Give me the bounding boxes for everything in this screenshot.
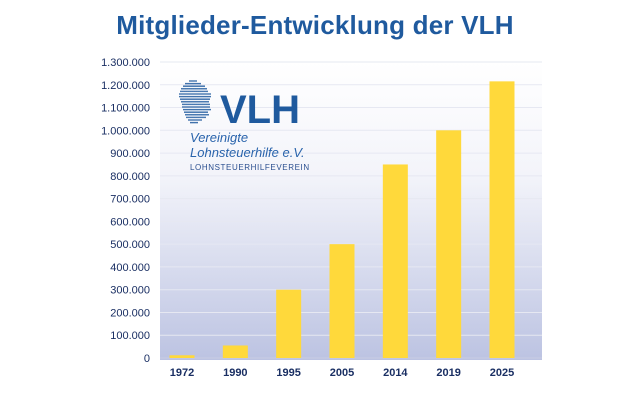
logo-mark: VLH — [220, 88, 300, 132]
germany-map-dots-icon: VLH — [179, 80, 300, 132]
bar-1990 — [222, 345, 248, 358]
x-tick-label: 2025 — [490, 367, 514, 379]
y-tick-label: 1.200.000 — [101, 80, 150, 92]
y-tick-label: 800.000 — [110, 171, 150, 183]
bar-2025 — [489, 81, 515, 358]
chart-title: Mitglieder-Entwicklung der VLH — [116, 10, 514, 40]
x-axis-ticks: 1972 1990 1995 2005 2014 2019 2025 — [170, 367, 514, 379]
logo-line-1: Vereinigte — [190, 130, 249, 145]
bar-2014 — [382, 164, 408, 358]
y-tick-label: 500.000 — [110, 239, 150, 251]
y-tick-label: 300.000 — [110, 285, 150, 297]
y-tick-label: 1.100.000 — [101, 103, 150, 115]
grid-lines — [160, 61, 542, 359]
y-tick-label: 1.300.000 — [101, 57, 150, 69]
x-tick-label: 1990 — [223, 367, 247, 379]
y-tick-label: 400.000 — [110, 262, 150, 274]
bars — [169, 81, 515, 358]
x-tick-label: 1972 — [170, 367, 194, 379]
bar-2019 — [436, 130, 462, 358]
bar-1995 — [276, 289, 302, 358]
logo-line-2: Lohnsteuerhilfe e.V. — [190, 145, 305, 160]
y-axis-ticks: 0 100.000 200.000 300.000 400.000 500.000 600.… — [101, 57, 150, 365]
y-tick-label: 1.000.000 — [101, 125, 150, 137]
vlh-logo: VLH Vereinigte Lohnsteuerhilfe e.V. LOHN… — [176, 75, 326, 180]
x-tick-label: 1995 — [276, 367, 300, 379]
y-tick-label: 900.000 — [110, 148, 150, 160]
y-tick-label: 0 — [144, 353, 150, 365]
x-tick-label: 2019 — [436, 367, 460, 379]
y-tick-label: 200.000 — [110, 307, 150, 319]
y-tick-label: 100.000 — [110, 330, 150, 342]
bar-2005 — [329, 244, 355, 358]
x-tick-label: 2014 — [383, 367, 408, 379]
y-tick-label: 700.000 — [110, 194, 150, 206]
y-tick-label: 600.000 — [110, 216, 150, 228]
logo-line-3: LOHNSTEUERHILFEVEREIN — [190, 163, 310, 172]
x-tick-label: 2005 — [330, 367, 354, 379]
bar-1972 — [169, 355, 195, 358]
